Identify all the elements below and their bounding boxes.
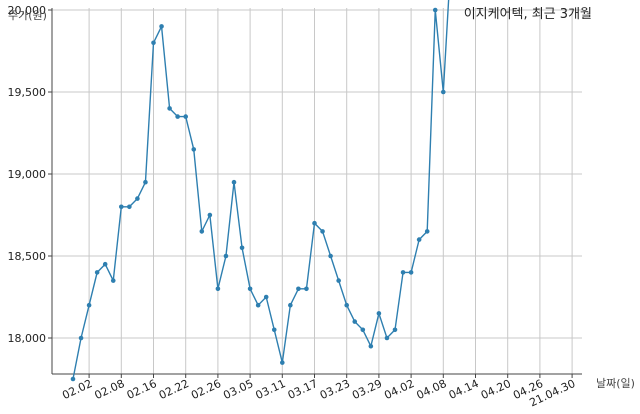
data-point [78,335,84,341]
data-point [159,24,164,29]
price-points [70,7,446,382]
x-tick-label: 02.08 [93,377,127,402]
data-point [328,253,333,259]
x-axis-ticks: 02.0202.0802.1602.2202.2603.0503.1103.17… [60,374,577,409]
x-tick-label: 04.08 [415,377,449,402]
data-point [94,270,100,275]
data-point [424,229,430,234]
data-point [376,311,382,316]
data-point [110,278,116,283]
data-point [215,286,221,292]
x-tick-label: 03.05 [221,377,255,402]
data-point [102,261,108,267]
x-tick-label: 04.20 [479,377,513,402]
x-tick-label: 02.26 [189,377,223,402]
x-tick-label: 03.29 [350,377,384,402]
data-point [239,245,245,251]
y-tick-label: 19,500 [8,86,47,99]
data-point [151,40,156,46]
data-point [352,319,358,324]
data-point [280,360,285,365]
data-point [312,220,317,226]
y-tick-label: 18,000 [8,332,47,345]
data-point [416,237,422,242]
data-point [255,302,261,308]
data-point [296,286,301,292]
data-point [384,335,390,341]
data-point [360,327,366,333]
x-tick-label: 02.22 [157,377,191,402]
data-point [344,302,350,308]
data-point [392,327,398,333]
grid-lines [52,8,582,374]
x-tick-label: 04.02 [382,377,416,402]
data-point [320,229,325,234]
chart-title: 이지케어텍, 최근 3개월 [464,7,592,22]
data-point [70,376,76,382]
x-axis-label: 날짜(일) [596,376,635,390]
data-point [400,270,406,275]
data-point [191,147,197,152]
data-point [304,286,309,292]
x-tick-label: 03.23 [318,377,352,402]
data-point [127,204,132,210]
data-point [408,270,414,275]
data-point [247,286,253,292]
data-point [119,204,124,210]
x-tick-label: 04.14 [447,377,481,402]
axes [51,8,582,375]
y-tick-label: 20,000 [8,4,47,17]
data-point [231,179,237,185]
data-point [263,294,269,300]
x-tick-label: 03.17 [286,377,320,402]
data-point [86,302,92,308]
x-tick-label: 02.16 [125,377,159,402]
data-point [199,229,205,234]
data-point [207,212,213,218]
data-point [143,179,148,185]
data-point [271,327,277,333]
price-line [72,0,450,380]
data-point [336,278,341,283]
data-point [432,7,438,13]
data-point [368,343,374,349]
x-tick-label: 03.11 [254,377,288,402]
data-point [223,253,229,259]
data-point [175,114,180,119]
data-point [167,106,172,111]
y-axis-label: 주가(원) [8,9,47,22]
x-tick-label: 02.02 [60,377,94,402]
y-tick-label: 18,500 [8,250,47,263]
data-point [183,114,188,119]
y-tick-label: 19,000 [8,168,47,181]
data-point [441,89,446,95]
data-point [135,196,140,201]
y-axis-ticks: 18,00018,50019,00019,50020,00020,50021,0… [8,4,52,345]
data-point [288,302,293,308]
